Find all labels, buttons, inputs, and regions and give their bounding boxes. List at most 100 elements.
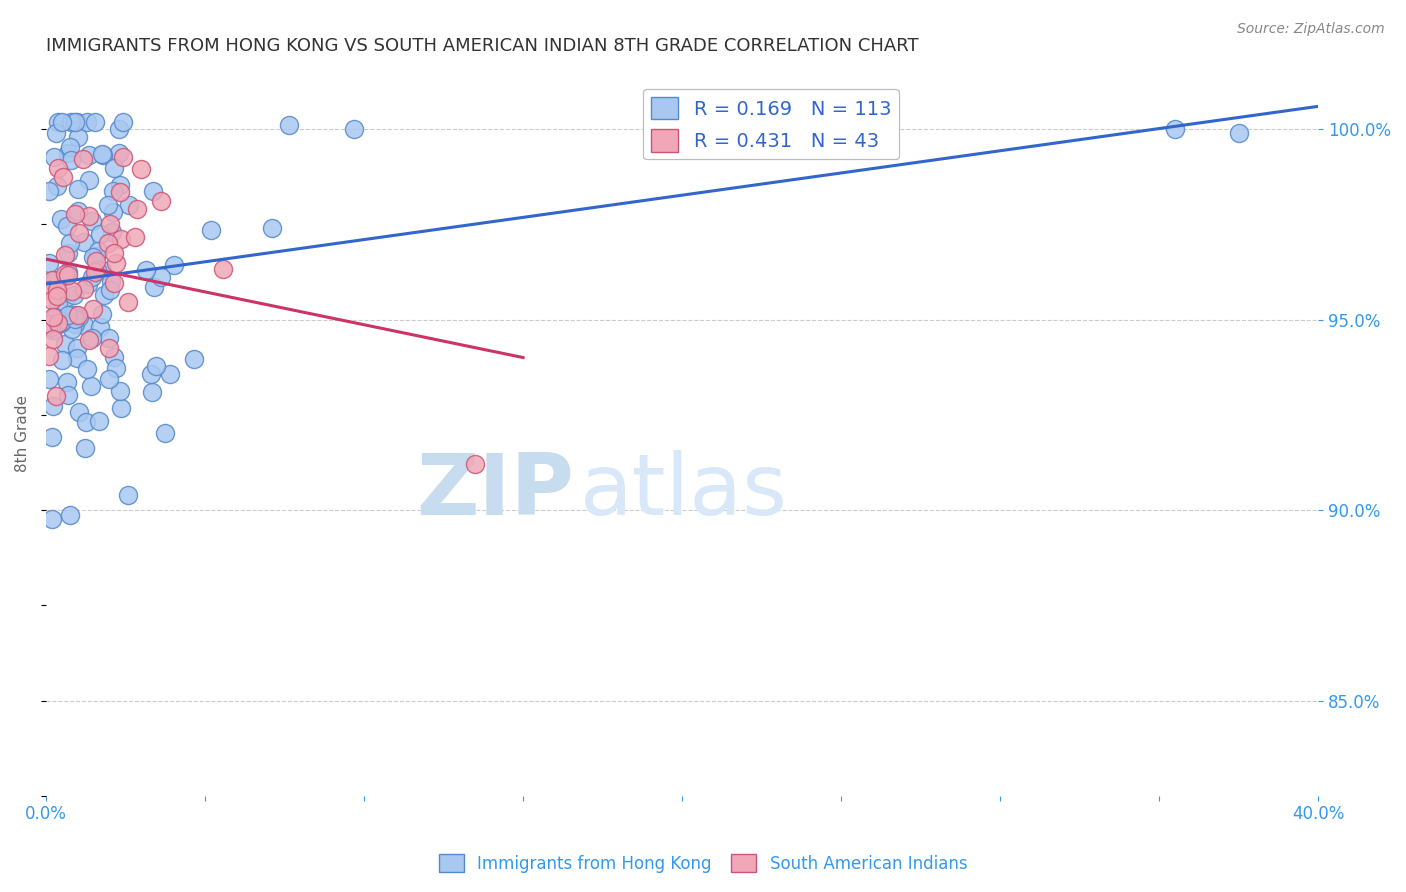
Point	[67, 404, 90, 418]
Point	[73, 282, 96, 296]
Point	[108, 178, 131, 193]
Point	[77, 209, 100, 223]
Point	[91, 307, 114, 321]
Point	[143, 280, 166, 294]
Point	[110, 232, 132, 246]
Point	[44, 310, 66, 325]
Point	[108, 185, 131, 199]
Point	[76, 114, 98, 128]
Point	[42, 332, 65, 346]
Point	[150, 194, 173, 209]
Point	[41, 273, 63, 287]
Point	[82, 301, 104, 316]
Point	[89, 320, 111, 334]
Point	[98, 217, 121, 231]
Point	[63, 317, 86, 331]
Point	[342, 121, 364, 136]
Point	[63, 308, 86, 322]
Point	[124, 229, 146, 244]
Point	[76, 361, 98, 376]
Point	[1227, 126, 1250, 140]
Point	[103, 161, 125, 176]
Point	[277, 118, 299, 132]
Text: Source: ZipAtlas.com: Source: ZipAtlas.com	[1237, 22, 1385, 37]
Point	[117, 197, 139, 211]
Point	[38, 349, 60, 363]
Y-axis label: 8th Grade: 8th Grade	[15, 395, 30, 473]
Point	[77, 277, 100, 291]
Point	[63, 312, 86, 326]
Point	[86, 249, 108, 263]
Point	[91, 263, 114, 277]
Point	[42, 310, 65, 324]
Point	[103, 204, 125, 219]
Point	[46, 289, 69, 303]
Point	[103, 351, 125, 365]
Point	[53, 267, 76, 281]
Point	[262, 221, 284, 235]
Point	[41, 512, 63, 526]
Point	[93, 288, 115, 302]
Text: ZIP: ZIP	[416, 450, 574, 533]
Point	[38, 372, 60, 386]
Point	[103, 246, 125, 260]
Point	[38, 185, 60, 199]
Point	[67, 226, 90, 240]
Point	[98, 342, 121, 356]
Point	[80, 379, 103, 393]
Point	[41, 430, 63, 444]
Point	[46, 283, 69, 297]
Point	[56, 268, 79, 282]
Point	[107, 122, 129, 136]
Point	[66, 130, 89, 145]
Point	[42, 150, 65, 164]
Point	[60, 321, 83, 335]
Point	[72, 318, 94, 332]
Point	[159, 368, 181, 382]
Point	[103, 185, 125, 199]
Point	[82, 269, 104, 284]
Point	[125, 202, 148, 217]
Point	[117, 295, 139, 310]
Point	[86, 262, 108, 277]
Point	[83, 114, 105, 128]
Point	[58, 265, 80, 279]
Point	[77, 333, 100, 347]
Point	[46, 114, 69, 128]
Point	[52, 170, 75, 185]
Point	[79, 148, 101, 162]
Point	[211, 261, 233, 276]
Point	[89, 227, 111, 241]
Point	[55, 268, 77, 283]
Point	[163, 258, 186, 272]
Point	[73, 441, 96, 455]
Point	[45, 126, 67, 140]
Point	[97, 236, 120, 251]
Point	[66, 114, 89, 128]
Point	[42, 399, 65, 413]
Point	[48, 161, 70, 175]
Point	[84, 253, 107, 268]
Point	[83, 265, 105, 279]
Point	[39, 319, 62, 334]
Point	[101, 225, 124, 239]
Point	[98, 331, 121, 345]
Point	[58, 388, 80, 402]
Point	[49, 316, 72, 330]
Point	[104, 255, 127, 269]
Point	[66, 204, 89, 219]
Point	[59, 235, 82, 250]
Point	[53, 337, 76, 351]
Point	[60, 153, 83, 167]
Point	[51, 114, 73, 128]
Point	[200, 223, 222, 237]
Point	[117, 488, 139, 502]
Point	[111, 114, 134, 128]
Point	[45, 389, 67, 403]
Point	[73, 235, 96, 249]
Point	[59, 140, 82, 154]
Point	[67, 182, 90, 196]
Point	[141, 384, 163, 399]
Point	[63, 316, 86, 330]
Text: atlas: atlas	[581, 450, 789, 533]
